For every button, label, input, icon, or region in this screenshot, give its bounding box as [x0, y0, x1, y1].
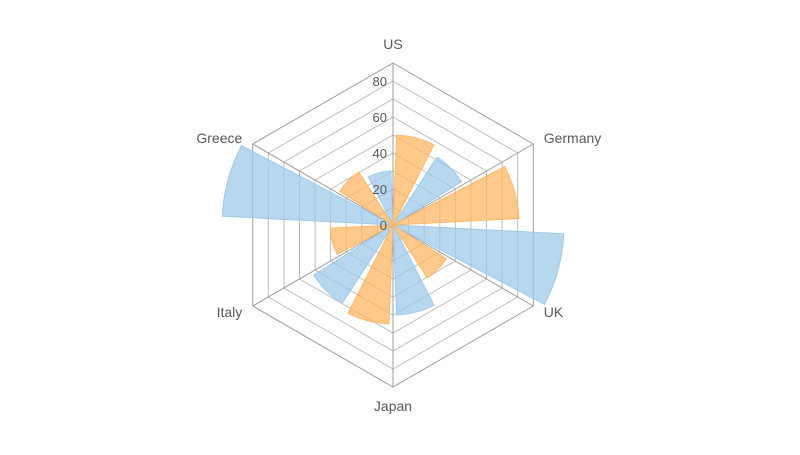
radial-tick-label: 20 [373, 182, 387, 197]
category-labels: US Germany UK Japan Italy Greece [196, 36, 601, 414]
radial-tick-label: 80 [373, 74, 387, 89]
grid-spoke [252, 143, 394, 226]
polar-column-us-series-1[interactable] [367, 170, 394, 226]
category-label-uk: UK [544, 304, 564, 320]
polar-column-germany-series-1[interactable] [392, 156, 463, 226]
category-label-germany: Germany [544, 130, 602, 146]
grid-spoke [392, 224, 534, 307]
polar-column-greece-series-2[interactable] [339, 171, 394, 226]
chart-grid [252, 62, 534, 388]
polar-column-japan-series-2[interactable] [347, 224, 394, 325]
polar-column-italy-series-1[interactable] [313, 224, 394, 305]
polar-column-us-series-2[interactable] [392, 134, 435, 226]
polar-column-italy-series-2[interactable] [329, 224, 394, 255]
series-layer [221, 134, 565, 325]
radial-tick-label: 0 [380, 218, 387, 233]
polar-column-uk-series-1[interactable] [392, 224, 565, 306]
category-label-us: US [383, 36, 402, 52]
radial-tick-label: 60 [373, 110, 387, 125]
grid-spoke [252, 224, 394, 307]
polar-column-germany-series-2[interactable] [392, 165, 520, 226]
radial-axis-ticks: 0 20 40 60 80 [373, 74, 387, 233]
category-label-japan: Japan [374, 398, 412, 414]
polar-column-japan-series-1[interactable] [392, 224, 435, 316]
polar-column-greece-series-1[interactable] [221, 144, 394, 226]
radial-tick-label: 40 [373, 146, 387, 161]
polar-column-uk-series-2[interactable] [392, 224, 447, 279]
grid-spoke [392, 143, 534, 226]
category-label-greece: Greece [196, 130, 242, 146]
category-label-italy: Italy [217, 304, 243, 320]
